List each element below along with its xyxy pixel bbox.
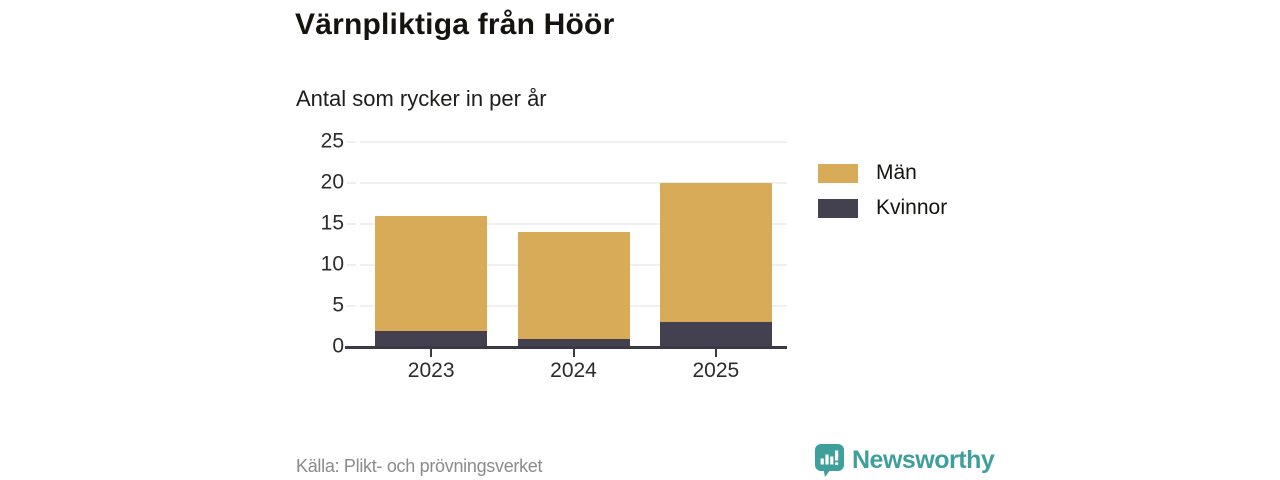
- newsworthy-wordmark: Newsworthy: [852, 446, 995, 474]
- legend-swatch-män: [818, 163, 858, 183]
- x-axis: 2023 2024 2025: [360, 347, 787, 392]
- y-tick-mark-5: [347, 305, 356, 307]
- y-tick-label-20: 20: [320, 170, 344, 194]
- chart-title: Värnpliktiga från Höör: [295, 8, 615, 41]
- source-note: Källa: Plikt- och prövningsverket: [296, 456, 543, 476]
- legend-item-kvinnor: Kvinnor: [818, 196, 947, 220]
- legend-item-män: Män: [818, 161, 947, 185]
- y-tick-mark-15: [347, 223, 356, 225]
- bar-2024-kvinnor: [517, 338, 630, 347]
- bars: [360, 142, 787, 347]
- x-tick-mark-2024: [572, 349, 575, 357]
- newsworthy-logo-icon: [815, 444, 844, 477]
- bar-2024-män: [517, 232, 630, 339]
- plot-area: [345, 141, 787, 349]
- y-tick-mark-25: [347, 141, 356, 143]
- bar-2025-män: [659, 183, 772, 323]
- y-tick-mark-10: [347, 264, 356, 266]
- gridline-20: [360, 182, 787, 184]
- y-tick-label-25: 25: [320, 129, 344, 153]
- bar-2023-kvinnor: [375, 330, 488, 347]
- legend-label-kvinnor: Kvinnor: [876, 196, 948, 219]
- x-tick-label-2025: 2025: [692, 359, 740, 382]
- x-tick-mark-2025: [714, 349, 717, 357]
- x-tick-label-2024: 2024: [550, 359, 597, 382]
- legend-swatch-kvinnor: [818, 198, 858, 218]
- x-axis-baseline: [345, 345, 787, 349]
- x-tick-label-2023: 2023: [407, 359, 455, 382]
- y-tick-label-10: 10: [320, 252, 344, 276]
- y-tick-mark-20: [347, 182, 356, 184]
- newsworthy-brand: Newsworthy: [815, 444, 995, 477]
- legend-label-män: Män: [876, 161, 917, 184]
- chart-subtitle: Antal som rycker in per år: [296, 86, 547, 111]
- bar-2025-kvinnor: [659, 322, 772, 347]
- legend: Män Kvinnor: [818, 161, 947, 220]
- x-tick-mark-2023: [430, 349, 433, 357]
- gridline-15: [360, 223, 787, 225]
- y-axis: 0 5 10 15 20 25: [280, 130, 358, 358]
- y-tick-label-5: 5: [332, 293, 344, 317]
- bar-2023-män: [375, 215, 488, 331]
- y-tick-label-15: 15: [320, 211, 344, 235]
- gridline-25: [360, 141, 787, 143]
- y-tick-label-0: 0: [332, 334, 344, 358]
